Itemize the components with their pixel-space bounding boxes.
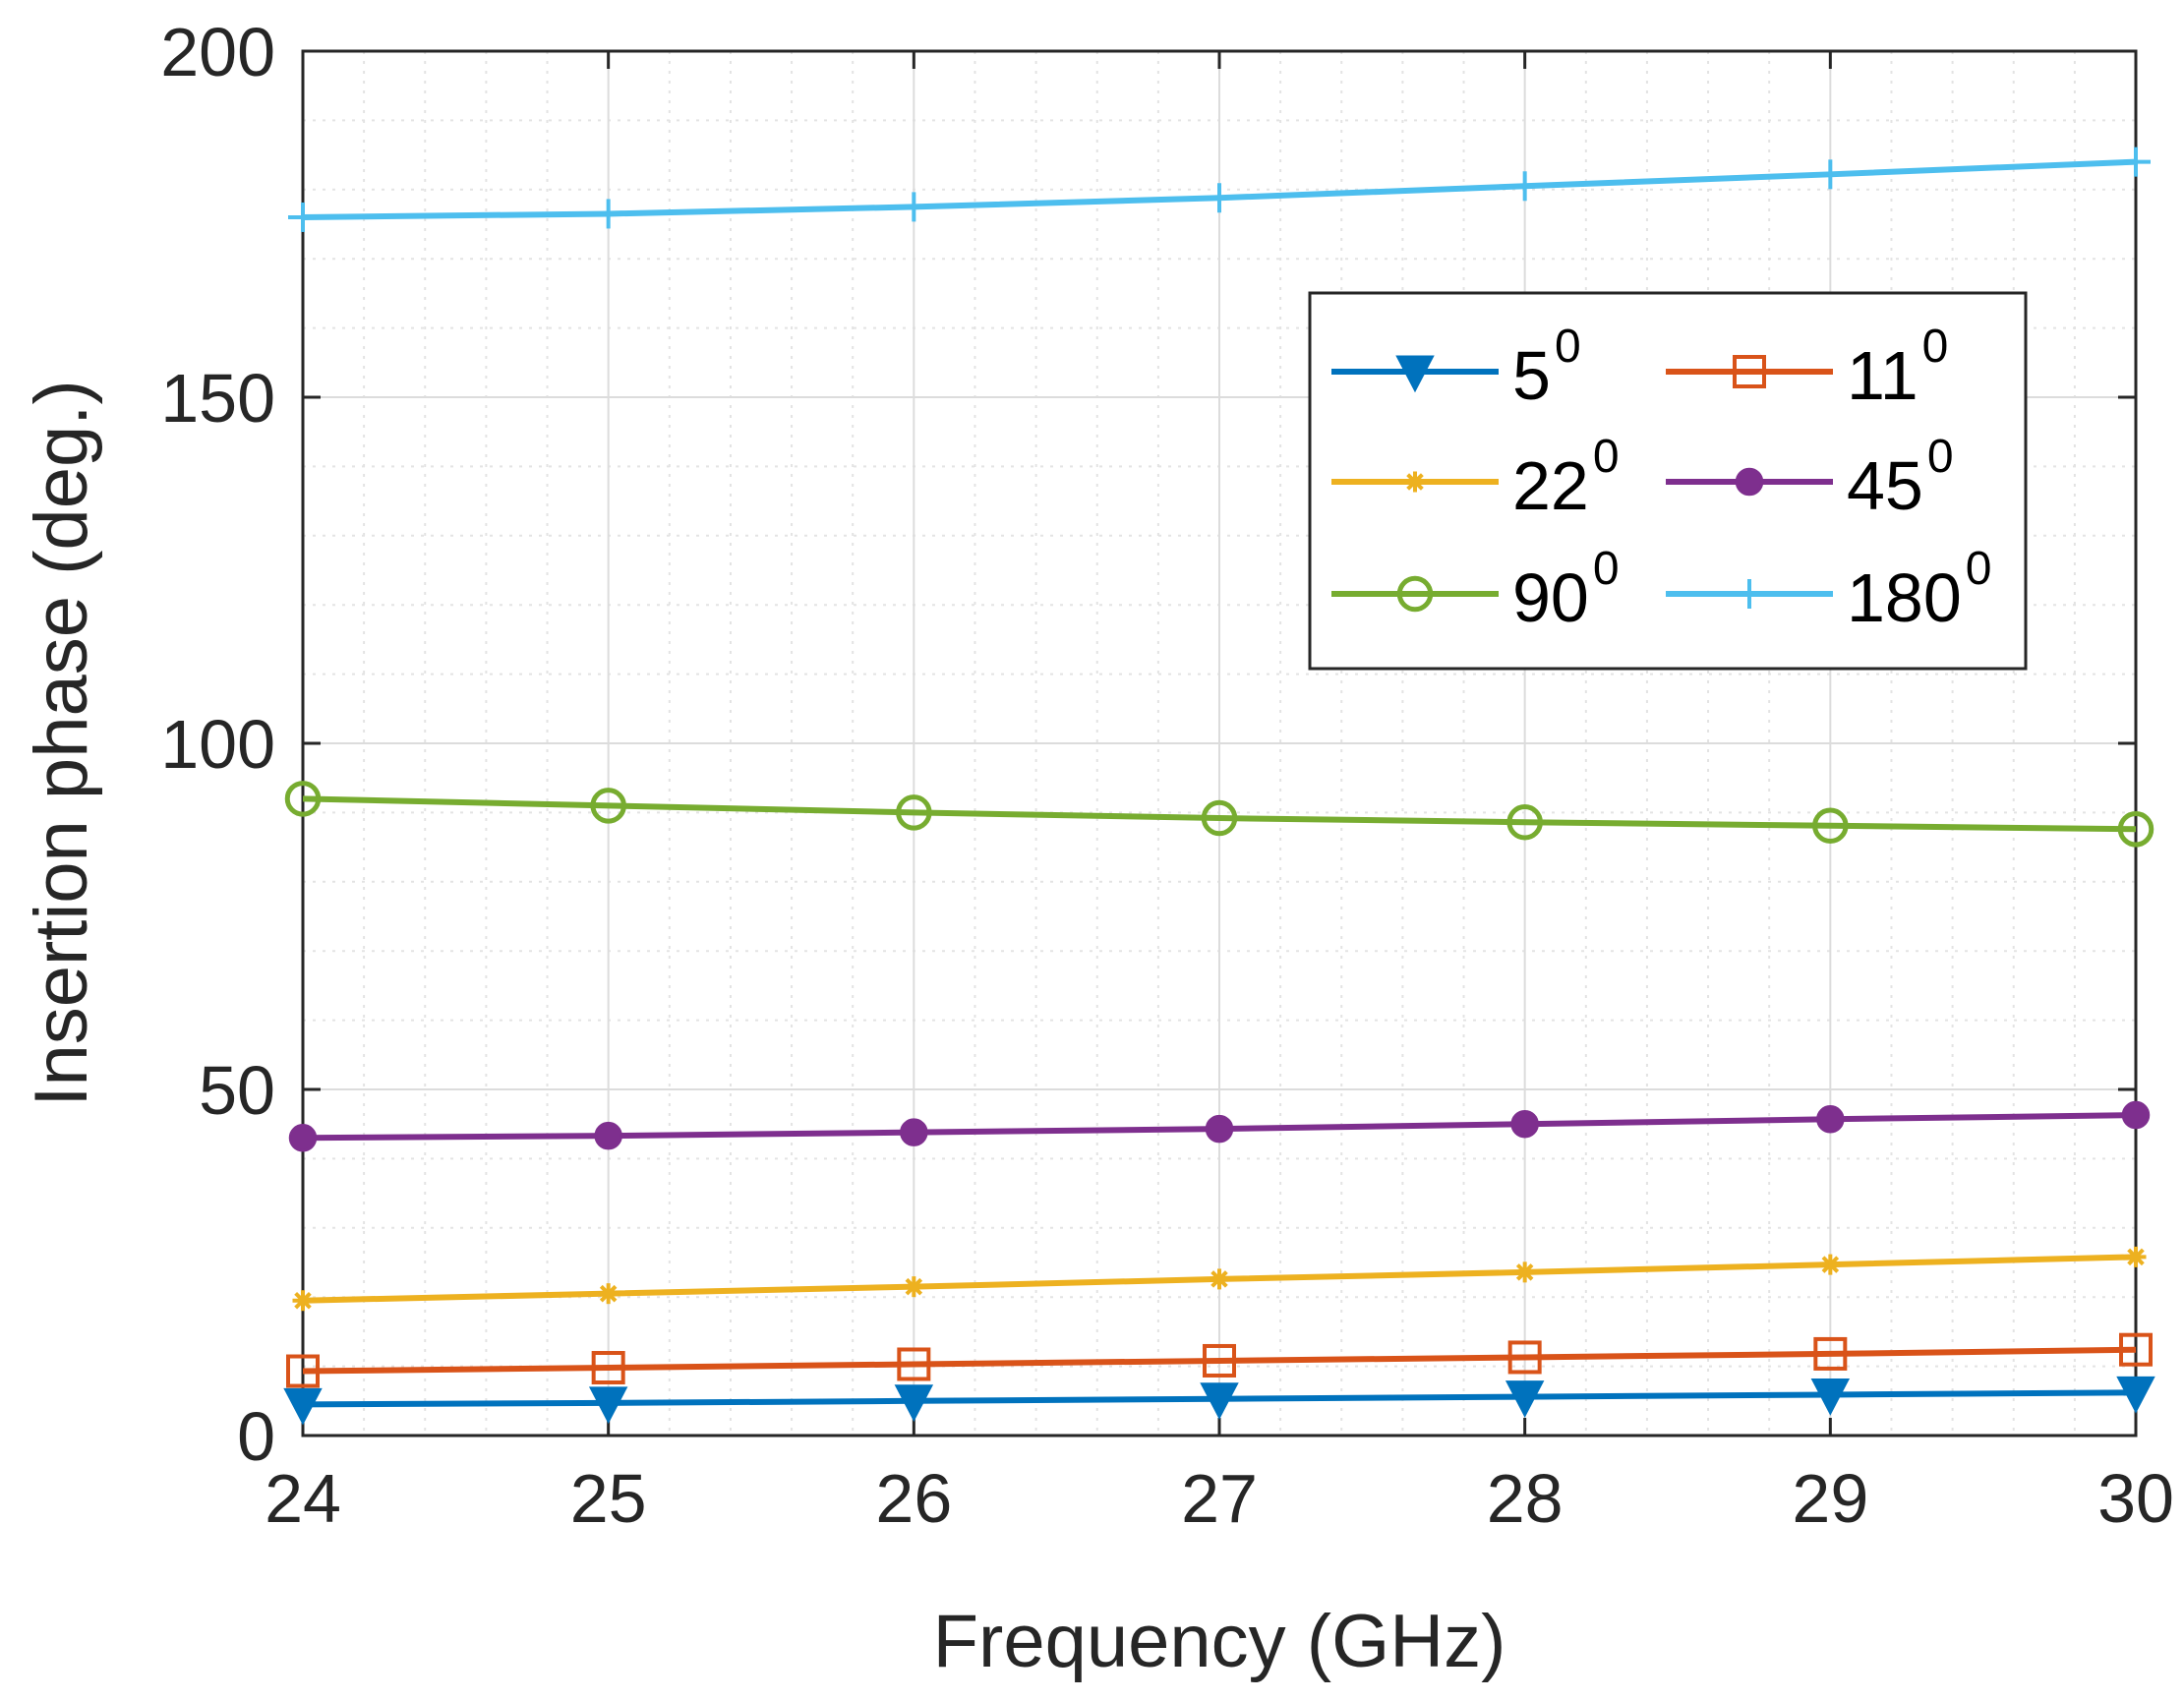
data-point-asterisk (292, 1290, 314, 1312)
legend-label: 90 (1512, 559, 1589, 636)
axes-box (301, 49, 2138, 1437)
x-tick-label: 24 (265, 1460, 341, 1537)
legend-label: 5 (1512, 337, 1551, 414)
y-tick-labels: 0 50 100 150 200 (160, 14, 275, 1475)
data-point-asterisk (1404, 471, 1426, 493)
data-point-asterisk (903, 1276, 924, 1298)
y-tick-label: 50 (199, 1052, 275, 1129)
series-line (302, 795, 2137, 833)
x-tick-label: 25 (570, 1460, 647, 1537)
data-point-circle (2117, 811, 2154, 848)
legend-superscript: 0 (1922, 321, 1949, 373)
data-point-square (1733, 355, 1766, 388)
data-point-asterisk (1209, 1268, 1230, 1290)
data-point-plus (1735, 579, 1764, 609)
legend-superscript: 0 (1927, 431, 1954, 483)
data-point-triangle (588, 1386, 628, 1425)
data-point-plus (288, 202, 318, 232)
x-tick-labels: 24 25 26 27 28 29 30 (265, 1460, 2174, 1537)
legend-superscript: 0 (1593, 431, 1620, 483)
series-layer (283, 147, 2155, 1426)
data-point-plus (1205, 183, 1234, 213)
y-tick-label: 100 (160, 706, 275, 783)
data-point-circle (1812, 807, 1849, 845)
legend-entry-180: 180 0 (1666, 543, 1992, 636)
legend-label: 11 (1847, 337, 1918, 414)
data-point-plus (593, 199, 623, 229)
x-tick-label: 28 (1487, 1460, 1564, 1537)
y-tick-label: 150 (160, 360, 275, 437)
legend-label: 22 (1512, 447, 1589, 524)
data-point-circle (900, 1118, 928, 1146)
legend-entry-45: 45 0 (1666, 431, 1954, 524)
series-11 (286, 1332, 2153, 1388)
data-point-plus (899, 192, 929, 222)
series-45 (288, 1100, 2151, 1152)
data-point-plus (1509, 171, 1540, 202)
legend-superscript: 0 (1593, 543, 1620, 595)
legend-superscript: 0 (1555, 321, 1581, 373)
data-point-asterisk (1819, 1254, 1841, 1275)
x-axis-label: Frequency (GHz) (933, 1600, 1506, 1683)
data-point-circle (590, 788, 626, 824)
data-point-triangle (283, 1387, 323, 1426)
data-point-square (2119, 1332, 2153, 1367)
series-22 (292, 1246, 2147, 1312)
data-point-circle (896, 794, 932, 831)
y-tick-label: 200 (160, 14, 275, 90)
data-point-square (591, 1351, 625, 1385)
series-5 (283, 1376, 2155, 1426)
x-tick-label: 27 (1181, 1460, 1258, 1537)
data-point-circle (1506, 804, 1543, 841)
data-point-plus (2121, 147, 2151, 177)
series-90 (284, 781, 2154, 848)
legend-entry-90: 90 0 (1331, 543, 1620, 636)
data-point-circle (1510, 1109, 1539, 1139)
legend-superscript: 0 (1966, 543, 1992, 595)
data-point-circle (1201, 799, 1238, 837)
legend-label: 180 (1847, 559, 1962, 636)
data-point-square (286, 1354, 320, 1388)
series-180 (288, 147, 2151, 232)
data-point-asterisk (2125, 1246, 2147, 1267)
data-point-circle (1205, 1114, 1234, 1144)
x-tick-label: 26 (875, 1460, 952, 1537)
data-point-circle (288, 1124, 318, 1152)
legend: 5 0 11 022 0 45 090 0 180 0 (1308, 291, 2028, 671)
data-point-square (1203, 1343, 1236, 1378)
y-axis-label: Insertion phase (deg.) (20, 380, 103, 1106)
x-tick-label: 30 (2097, 1460, 2174, 1537)
data-point-triangle (1810, 1378, 1851, 1416)
y-tick-label: 0 (237, 1398, 275, 1475)
data-point-circle (2121, 1100, 2151, 1130)
data-point-square (1507, 1340, 1542, 1375)
data-point-triangle (894, 1384, 934, 1423)
legend-entry-22: 22 0 (1331, 431, 1620, 524)
data-point-circle (1396, 575, 1434, 613)
data-point-square (1813, 1336, 1848, 1371)
data-point-circle (594, 1121, 622, 1150)
data-point-asterisk (1514, 1261, 1536, 1283)
data-point-triangle (2116, 1376, 2155, 1414)
data-point-square (897, 1347, 931, 1381)
data-point-asterisk (598, 1283, 620, 1305)
series-line (302, 1346, 2137, 1375)
data-point-circle (1735, 467, 1764, 497)
legend-label: 45 (1847, 447, 1923, 524)
x-tick-label: 29 (1792, 1460, 1868, 1537)
data-point-triangle (1200, 1382, 1239, 1420)
data-point-triangle (1395, 355, 1435, 393)
data-point-triangle (1505, 1380, 1545, 1418)
data-point-circle (284, 781, 322, 817)
data-point-circle (1816, 1105, 1845, 1134)
data-point-plus (1815, 159, 1846, 190)
legend-entry-11: 11 0 (1666, 321, 1948, 414)
